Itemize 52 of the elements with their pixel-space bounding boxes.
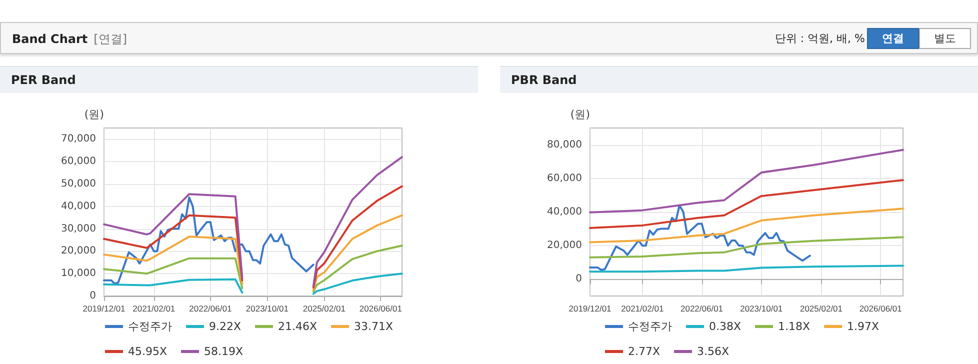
x-tick-label: 2019/12/01 (568, 304, 612, 314)
legend-label: 0.38X (709, 320, 742, 333)
y-tick-label: 60,000 (547, 172, 582, 184)
y-tick-label: 40,000 (61, 200, 96, 212)
y-tick-label: 20,000 (61, 246, 96, 257)
y-axis-title: (원) (84, 108, 104, 121)
x-tick-label: 2026/06/01 (359, 304, 402, 314)
x-tick-label: 2025/02/01 (800, 304, 843, 314)
line-series (589, 179, 904, 229)
y-tick-label: 80,000 (547, 139, 582, 150)
x-tick-label: 2019/12/01 (82, 304, 126, 314)
legend-label: 9.22X (209, 320, 242, 333)
y-tick-label: 0 (576, 274, 582, 285)
legend-label: 3.56X (697, 345, 730, 358)
x-tick-label: 2023/10/01 (246, 304, 289, 314)
y-tick-label: 30,000 (61, 223, 96, 234)
line-series (589, 204, 811, 271)
toggle-button: 연결 (867, 28, 919, 49)
y-tick-label: 50,000 (61, 178, 96, 190)
text: 단위 : 억원, 배, % (774, 31, 865, 46)
y-tick-label: 20,000 (547, 240, 582, 252)
legend-label: 2.77X (628, 345, 660, 358)
x-tick-label: 2023/10/01 (740, 304, 783, 314)
line-series (589, 148, 904, 214)
y-tick-label: 70,000 (61, 134, 96, 145)
legend-label: 45.95X (128, 345, 168, 358)
toggle-button: 별도 (919, 28, 971, 49)
legend-label: 수정주가 (628, 320, 672, 333)
line-series (589, 236, 904, 258)
text: [연결] (94, 32, 128, 46)
x-tick-label: 2022/06/01 (680, 304, 724, 314)
y-tick-label: 40,000 (547, 206, 582, 218)
line-series (589, 208, 904, 244)
y-axis-title: (원) (570, 108, 590, 121)
legend-label: 1.97X (847, 320, 880, 333)
legend-label: 1.18X (778, 320, 811, 333)
x-tick-label: 2026/06/01 (859, 304, 902, 314)
text: Band Chart (12, 32, 88, 46)
x-tick-label: 2025/02/01 (302, 304, 346, 314)
x-tick-label: 2022/06/01 (189, 304, 232, 314)
legend-label: 수정주가 (128, 320, 172, 333)
y-tick-label: 10,000 (61, 268, 96, 280)
legend-label: 21.46X (278, 320, 318, 333)
legend-label: 33.71X (354, 320, 394, 333)
legend-label: 58.19X (204, 345, 244, 358)
x-tick-label: 2021/02/01 (621, 304, 664, 314)
chart-title: PBR Band (500, 66, 978, 93)
chart-title: PER Band (0, 66, 478, 93)
line-series (103, 196, 314, 285)
y-tick-label: 60,000 (61, 156, 96, 168)
y-tick-label: 0 (90, 290, 96, 302)
x-tick-label: 2021/02/01 (132, 304, 176, 314)
